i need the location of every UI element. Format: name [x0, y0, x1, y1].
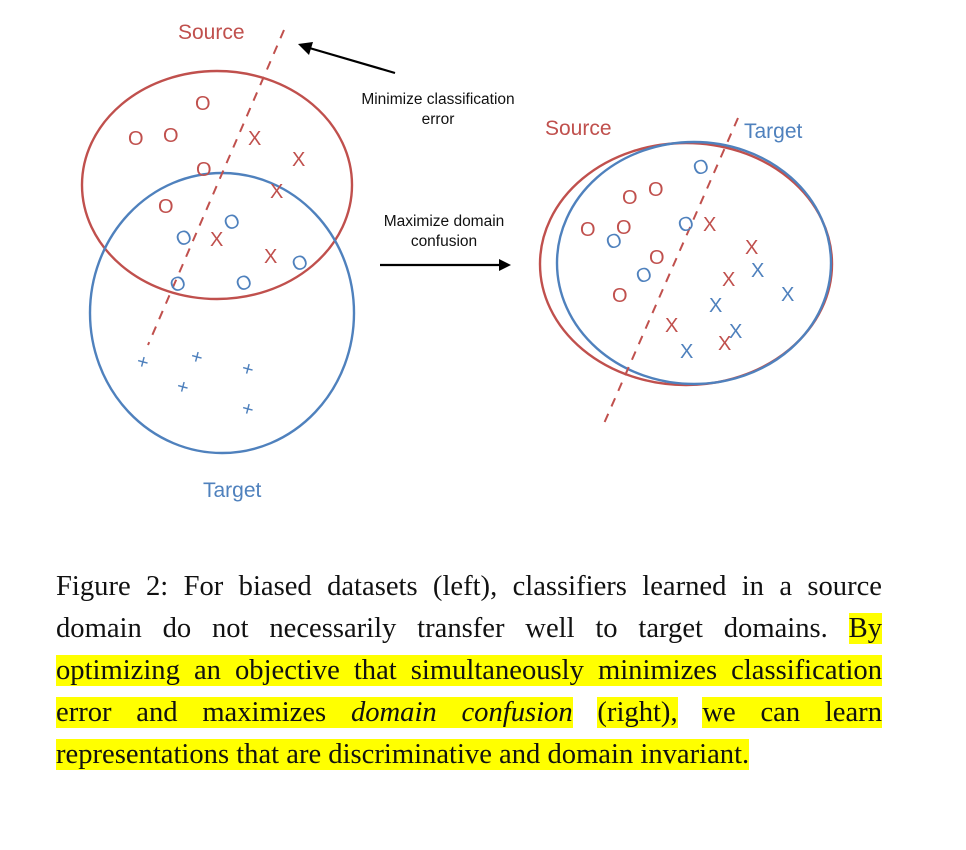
source-x-marker: X	[264, 246, 277, 268]
caption-highlight-1-text: By optimizing an objective that simultan…	[56, 613, 882, 728]
target-x-marker: X	[781, 284, 794, 306]
right-target-label: Target	[744, 120, 803, 143]
target-x-marker: X	[751, 260, 764, 282]
annotations: Minimize classification error Maximize d…	[298, 42, 515, 271]
target-plus-marker: +	[188, 345, 205, 369]
source-o-marker: O	[648, 179, 664, 201]
left-target-label: Target	[203, 479, 262, 502]
right-target-x-markers: X X X X X	[680, 260, 794, 363]
left-decision-boundary	[147, 29, 285, 346]
source-x-marker: X	[745, 237, 758, 259]
classification-note-line-1: Minimize classification	[361, 91, 514, 108]
source-o-marker: O	[622, 187, 638, 209]
figure-caption: Figure 2: For biased datasets (left), cl…	[56, 566, 883, 776]
source-o-marker: O	[649, 247, 665, 269]
right-decision-boundary	[601, 117, 739, 429]
source-o-marker: O	[580, 219, 596, 241]
source-x-marker: X	[665, 315, 678, 337]
caption-between	[678, 697, 703, 728]
right-source-label: Source	[545, 117, 612, 140]
caption-prefix: Figure 2: For biased datasets (left), cl…	[56, 571, 882, 644]
source-x-marker: X	[718, 333, 731, 355]
left-source-o-markers: O O O O O	[128, 93, 212, 218]
classification-arrow	[305, 45, 396, 75]
target-o-marker: O	[690, 155, 712, 181]
target-o-marker: O	[172, 225, 195, 252]
target-x-marker: X	[709, 295, 722, 317]
source-x-marker: X	[722, 269, 735, 291]
source-x-marker: X	[292, 149, 305, 171]
left-panel: Source Target O O O O O X X X X X O O O …	[80, 21, 356, 502]
left-source-ellipse	[80, 69, 354, 301]
confusion-note-line-1: Maximize domain	[384, 213, 505, 230]
source-x-marker: X	[703, 214, 716, 236]
caption-highlight-2: (right),	[597, 697, 678, 728]
target-o-marker: O	[232, 270, 255, 297]
source-o-marker: O	[196, 159, 212, 181]
arrowhead-icon	[298, 42, 313, 55]
source-o-marker: O	[163, 125, 179, 147]
target-o-marker: O	[675, 212, 697, 238]
right-target-ellipse	[555, 140, 833, 386]
source-o-marker: O	[128, 128, 144, 150]
classification-note-line-2: error	[422, 111, 455, 128]
confusion-note-line-2: confusion	[411, 233, 477, 250]
right-panel: Source Target O O O O O O X X X X X O O …	[538, 117, 834, 429]
arrowhead-icon	[499, 259, 511, 271]
target-o-marker: O	[633, 263, 655, 289]
right-target-o-markers: O O O O	[603, 155, 712, 289]
source-x-marker: X	[270, 181, 283, 203]
target-o-marker: O	[288, 250, 311, 277]
source-o-marker: O	[195, 93, 211, 115]
target-o-marker: O	[603, 229, 625, 255]
target-o-marker: O	[166, 271, 189, 298]
target-plus-marker: +	[174, 375, 191, 399]
target-plus-marker: +	[239, 357, 256, 381]
domain-confusion-diagram: Source Target O O O O O X X X X X O O O …	[80, 21, 834, 502]
target-x-marker: X	[680, 341, 693, 363]
target-plus-marker: +	[239, 397, 256, 421]
source-x-marker: X	[248, 128, 261, 150]
source-o-marker: O	[616, 217, 632, 239]
target-o-marker: O	[220, 209, 243, 236]
left-target-x-markers: + + + + +	[134, 345, 256, 421]
caption-space	[573, 697, 598, 728]
source-o-marker: O	[158, 196, 174, 218]
left-source-label: Source	[178, 21, 245, 44]
source-x-marker: X	[210, 229, 223, 251]
target-plus-marker: +	[134, 350, 151, 374]
left-source-x-markers: X X X X X	[210, 128, 305, 268]
caption-emphasis: domain confusion	[350, 697, 573, 728]
right-source-o-markers: O O O O O O	[580, 179, 665, 307]
source-o-marker: O	[612, 285, 628, 307]
target-x-marker: X	[729, 321, 742, 343]
right-source-x-markers: X X X X X	[665, 214, 758, 355]
